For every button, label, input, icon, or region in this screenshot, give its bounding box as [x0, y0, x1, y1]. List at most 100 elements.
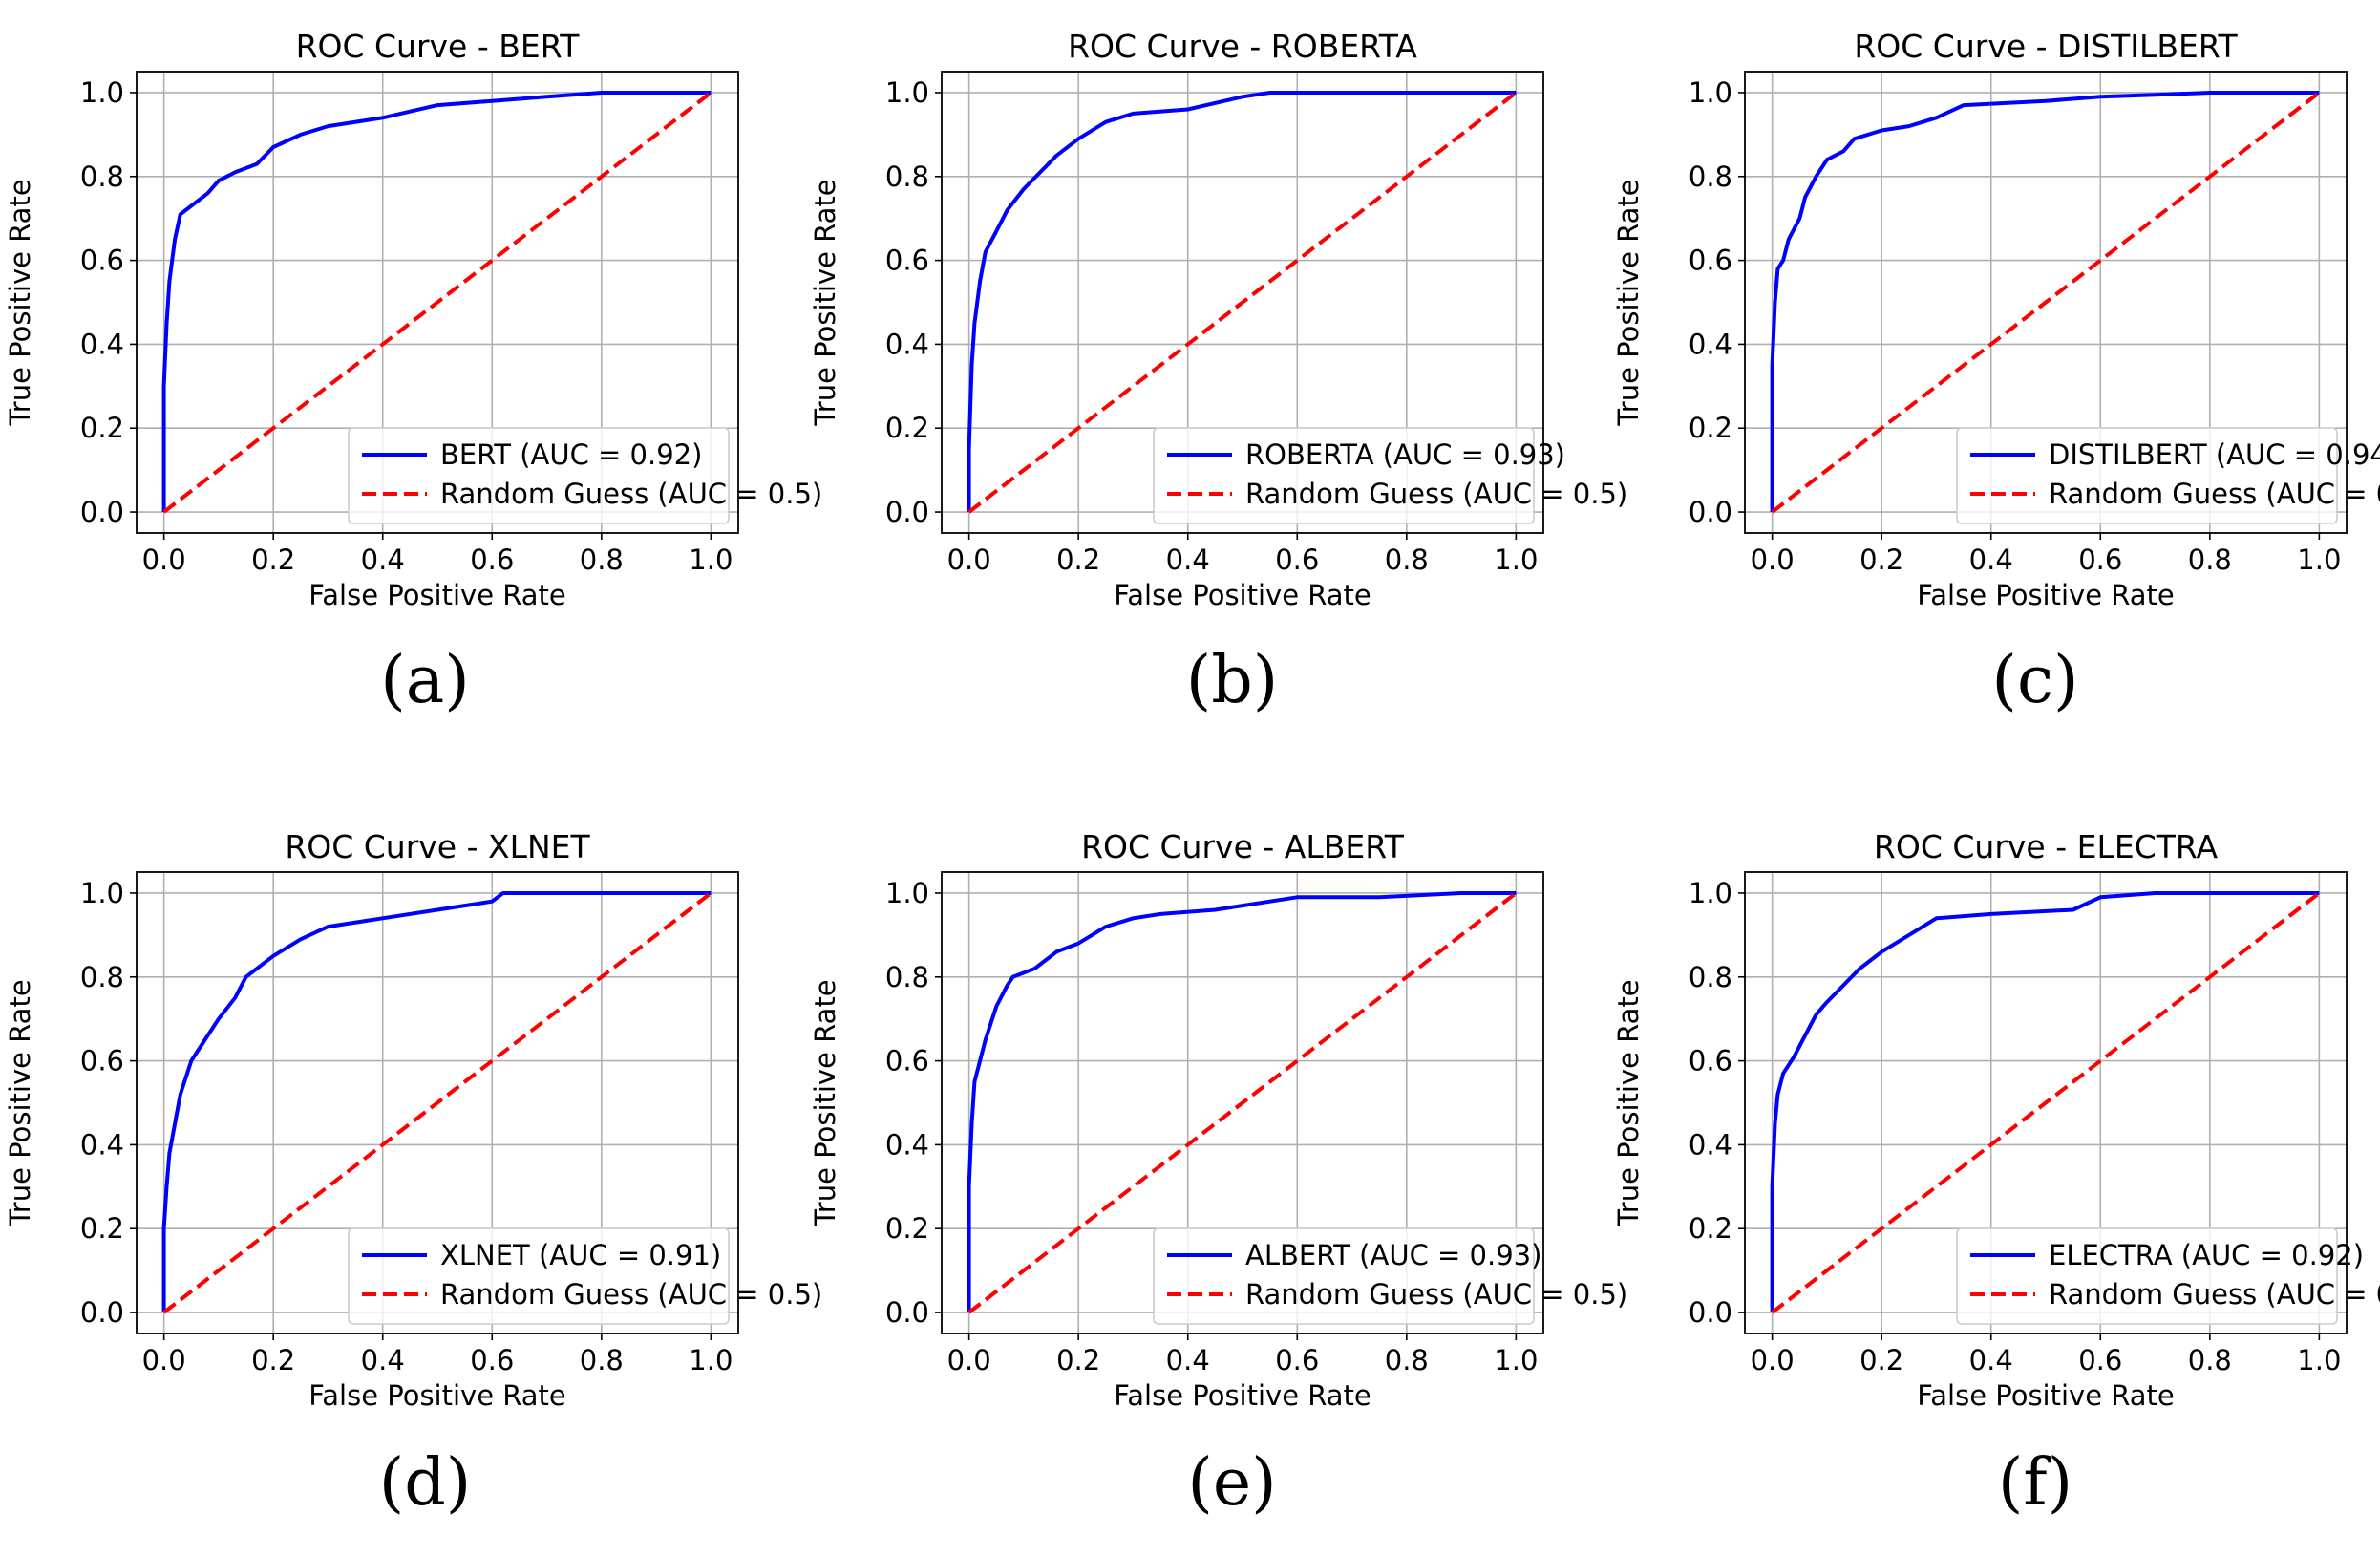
x-tick-label: 0.0 [1751, 1344, 1795, 1376]
legend-box [1956, 427, 2338, 524]
y-tick-label: 0.0 [80, 1296, 124, 1329]
y-tick-label: 1.0 [885, 877, 929, 909]
chart-title: ROC Curve - ROBERTA [1068, 28, 1417, 65]
panel-label: (b) [1186, 643, 1279, 718]
x-tick-label: 0.4 [361, 1344, 405, 1376]
x-tick-label: 0.4 [361, 544, 405, 576]
x-tick-label: 0.2 [1859, 544, 1903, 576]
x-tick-label: 0.6 [1275, 544, 1319, 576]
y-tick-label: 0.6 [80, 245, 124, 277]
plot-frame [136, 71, 739, 534]
chart-title: ROC Curve - ALBERT [1081, 828, 1405, 865]
panel-label: (a) [380, 643, 470, 718]
x-tick-label: 1.0 [1494, 1344, 1538, 1376]
legend-entry: XLNET (AUC = 0.91) [440, 1239, 721, 1271]
y-tick-label: 0.2 [885, 1212, 929, 1245]
y-tick-label: 0.4 [885, 328, 929, 360]
y-tick-label: 0.6 [1689, 245, 1732, 277]
x-tick-label: 0.0 [947, 544, 991, 576]
legend-entry: Random Guess (AUC = 0.5) [1245, 1278, 1627, 1311]
roc-curve-line [967, 891, 1517, 1312]
x-axis-label: False Positive Rate [308, 1379, 566, 1412]
panel-label: (d) [379, 1445, 472, 1521]
legend: BERT (AUC = 0.92) Random Guess (AUC = 0.5… [348, 427, 822, 524]
panel-label: (c) [1991, 643, 2078, 718]
legend-entry: Random Guess (AUC = 0.5) [440, 1278, 822, 1311]
y-tick-label: 1.0 [80, 877, 124, 909]
legend-box [1153, 427, 1535, 524]
x-tick-label: 1.0 [2297, 1344, 2341, 1376]
x-tick-label: 0.6 [1275, 1344, 1319, 1376]
y-tick-label: 0.0 [1689, 496, 1732, 528]
y-tick-label: 0.4 [885, 1128, 929, 1161]
legend-box [348, 1227, 730, 1325]
y-tick-label: 0.4 [80, 1128, 124, 1161]
x-tick-label: 0.8 [580, 544, 624, 576]
x-tick-label: 1.0 [689, 1344, 733, 1376]
x-tick-label: 0.0 [1751, 544, 1795, 576]
roc-panel-4: 0.0 0.2 0.4 0.6 0.8 1.0 0.0 0.2 0.4 0.6 0.8 1.0 XLNE… [4, 828, 822, 1521]
legend-entry: Random Guess (AUC = 0.5) [440, 478, 822, 510]
x-tick-label: 0.6 [2078, 1344, 2122, 1376]
plot-frame [941, 871, 1544, 1334]
y-tick-label: 0.2 [80, 412, 124, 444]
x-tick-label: 0.8 [2188, 1344, 2232, 1376]
legend: DISTILBERT (AUC = 0.94) Random Guess (AUC… [1956, 427, 2380, 524]
x-tick-label: 1.0 [689, 544, 733, 576]
chart-title: ROC Curve - DISTILBERT [1854, 28, 2238, 65]
x-tick-label: 0.6 [2078, 544, 2122, 576]
y-tick-label: 0.6 [1689, 1045, 1732, 1077]
x-axis-label: False Positive Rate [1114, 579, 1371, 611]
roc-curve-line [967, 91, 1517, 512]
roc-curve-line [161, 91, 712, 512]
legend-entry: BERT (AUC = 0.92) [440, 438, 702, 471]
panel-label: (f) [1998, 1445, 2072, 1521]
plot-frame [1744, 871, 2348, 1334]
x-axis-label: False Positive Rate [1917, 579, 2175, 611]
random-guess-line [967, 91, 1518, 514]
legend-box [348, 427, 730, 524]
x-tick-label: 0.0 [142, 544, 186, 576]
x-axis-label: False Positive Rate [1114, 1379, 1371, 1412]
y-tick-label: 0.8 [1689, 961, 1732, 993]
chart-title: ROC Curve - BERT [296, 28, 581, 65]
y-tick-label: 0.2 [80, 1212, 124, 1245]
y-axis-label: True Positive Rate [1612, 179, 1645, 426]
legend-box [1956, 1227, 2338, 1325]
y-axis-label: True Positive Rate [1612, 979, 1645, 1226]
legend: ALBERT (AUC = 0.93) Random Guess (AUC = 0… [1153, 1227, 1627, 1325]
y-tick-label: 0.2 [1689, 1212, 1732, 1245]
roc-panel-6: 0.0 0.2 0.4 0.6 0.8 1.0 0.0 0.2 0.4 0.6 0.8 1.0 ELEC… [1612, 828, 2380, 1521]
x-tick-label: 0.2 [1056, 1344, 1100, 1376]
x-tick-label: 0.2 [251, 1344, 295, 1376]
legend-entry: Random Guess (AUC = 0.5) [1245, 478, 1627, 510]
x-tick-label: 0.4 [1969, 544, 2013, 576]
roc-curve-line [1770, 891, 2320, 1312]
x-axis-label: False Positive Rate [1917, 1379, 2175, 1412]
roc-panel-3: 0.0 0.2 0.4 0.6 0.8 1.0 0.0 0.2 0.4 0.6 0.8 1.0 DIST… [1612, 28, 2380, 718]
legend-entry: ELECTRA (AUC = 0.92) [2049, 1239, 2364, 1271]
y-tick-label: 0.8 [885, 961, 929, 993]
x-tick-label: 0.6 [470, 1344, 514, 1376]
y-tick-label: 0.4 [1689, 328, 1732, 360]
y-axis-label: True Positive Rate [4, 179, 36, 426]
y-axis-label: True Positive Rate [809, 979, 841, 1226]
x-tick-label: 0.4 [1969, 1344, 2013, 1376]
legend-box [1153, 1227, 1535, 1325]
y-tick-label: 0.6 [80, 1045, 124, 1077]
random-guess-line [162, 891, 712, 1314]
plot-frame [941, 71, 1544, 534]
chart-title: ROC Curve - ELECTRA [1874, 828, 2219, 865]
x-tick-label: 0.2 [1859, 1344, 1903, 1376]
legend-entry: ROBERTA (AUC = 0.93) [1245, 438, 1565, 471]
y-tick-label: 0.0 [885, 496, 929, 528]
y-axis-label: True Positive Rate [809, 179, 841, 426]
y-tick-label: 0.8 [80, 160, 124, 193]
y-tick-label: 0.8 [80, 961, 124, 993]
y-tick-label: 0.0 [885, 1296, 929, 1329]
random-guess-line [967, 891, 1518, 1314]
y-tick-label: 0.0 [1689, 1296, 1732, 1329]
x-axis-label: False Positive Rate [308, 579, 566, 611]
x-tick-label: 0.8 [1385, 544, 1429, 576]
